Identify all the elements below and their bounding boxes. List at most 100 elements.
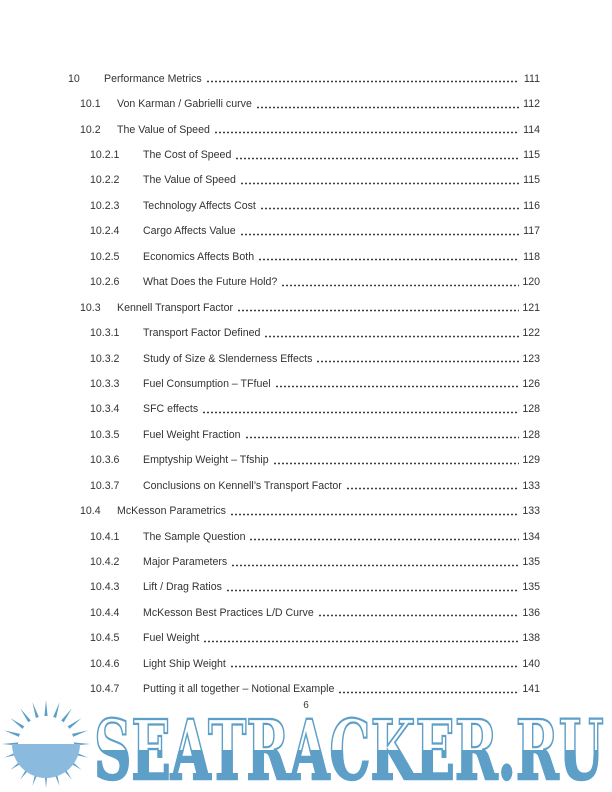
toc-section-number: 10.4 <box>80 505 101 518</box>
toc-page-number: 140 <box>522 657 540 670</box>
toc-row: 10.4 McKesson Parametrics 133 <box>0 498 612 523</box>
toc-section-number: 10.4.3 <box>90 581 120 594</box>
toc-leader-dots <box>213 131 519 135</box>
toc-row: 10.2.5 Economics Affects Both 118 <box>0 244 612 269</box>
toc-row: 10.4.5 Fuel Weight 138 <box>0 626 612 651</box>
toc-section-number: 10.4.5 <box>90 632 120 645</box>
toc-page-number: 115 <box>523 149 540 162</box>
toc-section-number: 10.3.1 <box>90 327 120 340</box>
toc-section-number: 10.4.4 <box>90 606 120 619</box>
toc-section-number: 10.3.7 <box>90 479 120 492</box>
toc-page-number: 135 <box>522 581 540 594</box>
toc-section-number: 10.3.2 <box>90 352 120 365</box>
toc-page-number: 123 <box>522 352 540 365</box>
toc-page-number: 112 <box>523 98 540 111</box>
toc-entry-title: Fuel Weight <box>143 632 200 645</box>
toc-entry-title: Emptyship Weight – Tfship <box>143 454 269 467</box>
toc-entry-title: Von Karman / Gabrielli curve <box>117 98 252 111</box>
toc-row: 10.4.3 Lift / Drag Ratios 135 <box>0 575 612 600</box>
toc-row: 10.3.7 Conclusions on Kennell’s Transpor… <box>0 473 612 498</box>
toc-page-number: 135 <box>522 556 540 569</box>
toc-section-number: 10.2 <box>80 123 101 136</box>
toc-page-number: 133 <box>522 505 540 518</box>
toc-entry-title: Kennell Transport Factor <box>117 301 233 314</box>
toc-entry-title: Fuel Weight Fraction <box>143 428 241 441</box>
toc-section-number: 10.3 <box>80 301 101 314</box>
toc-entry-title: The Value of Speed <box>117 123 210 136</box>
toc-section-number: 10.2.3 <box>90 199 120 212</box>
toc-row: 10.1 Von Karman / Gabrielli curve 112 <box>0 91 612 116</box>
toc-section-number: 10.2.1 <box>90 149 120 162</box>
toc-entry-title: Cargo Affects Value <box>143 225 236 238</box>
toc-section-number: 10.2.5 <box>90 250 120 263</box>
toc-leader-dots <box>239 181 519 185</box>
toc-leader-dots <box>237 309 519 313</box>
toc-leader-dots <box>316 360 519 364</box>
toc-section-number: 10.3.5 <box>90 428 120 441</box>
toc-section-number: 10.4.1 <box>90 530 120 543</box>
toc-row: 10.2.3 Technology Affects Cost 116 <box>0 193 612 218</box>
toc-leader-dots <box>202 410 519 414</box>
toc-page-number: 134 <box>522 530 540 543</box>
toc-section-number: 10.2.2 <box>90 174 120 187</box>
toc-page-number: 128 <box>522 428 540 441</box>
toc-page-number: 129 <box>522 454 540 467</box>
toc-section-number: 10.1 <box>80 98 101 111</box>
toc-page-number: 133 <box>522 479 540 492</box>
toc-leader-dots <box>205 80 519 84</box>
toc-leader-dots <box>225 588 519 592</box>
toc-entry-title: Lift / Drag Ratios <box>143 581 222 594</box>
toc-leader-dots <box>338 690 519 694</box>
toc-leader-dots <box>274 385 519 389</box>
toc-row: 10.2.4 Cargo Affects Value 117 <box>0 219 612 244</box>
toc-leader-dots <box>255 105 519 109</box>
toc-entry-title: The Cost of Speed <box>143 149 232 162</box>
toc-leader-dots <box>231 563 519 567</box>
toc-row: 10.4.2 Major Parameters 135 <box>0 549 612 574</box>
toc-leader-dots <box>249 538 519 542</box>
toc-row: 10.4.4 McKesson Best Practices L/D Curve… <box>0 600 612 625</box>
toc-leader-dots <box>203 639 519 643</box>
toc-leader-dots <box>317 614 519 618</box>
toc-page-number: 120 <box>522 276 540 289</box>
toc-row: 10.3 Kennell Transport Factor 121 <box>0 295 612 320</box>
toc-section-number: 10.3.4 <box>90 403 120 416</box>
toc-entry-title: Transport Factor Defined <box>143 327 261 340</box>
toc-leader-dots <box>264 334 519 338</box>
toc-section-number: 10 <box>68 72 80 85</box>
toc-row: 10.3.2 Study of Size & Slenderness Effec… <box>0 346 612 371</box>
toc-entry-title: Study of Size & Slenderness Effects <box>143 352 313 365</box>
toc-row: 10.4.7 Putting it all together – Notiona… <box>0 677 612 702</box>
toc-page-number: 138 <box>522 632 540 645</box>
toc-row: 10.3.6 Emptyship Weight – Tfship 129 <box>0 448 612 473</box>
toc-row: 10.2.6 What Does the Future Hold? 120 <box>0 270 612 295</box>
toc-leader-dots <box>272 461 519 465</box>
toc-page-number: 128 <box>522 403 540 416</box>
toc-entry-title: McKesson Best Practices L/D Curve <box>143 606 314 619</box>
toc-page-number: 115 <box>523 174 540 187</box>
toc-entry-title: Major Parameters <box>143 556 228 569</box>
toc-leader-dots <box>229 512 519 516</box>
toc-page-number: 126 <box>522 377 540 390</box>
sun-over-sea-icon <box>2 700 90 788</box>
toc-leader-dots <box>345 487 519 491</box>
toc-page-number: 118 <box>523 250 540 263</box>
toc-row: 10.2.2 The Value of Speed 115 <box>0 168 612 193</box>
toc-page-number: 122 <box>522 327 540 340</box>
toc-section-number: 10.4.7 <box>90 683 120 696</box>
toc-row: 10.2.1 The Cost of Speed 115 <box>0 142 612 167</box>
toc-leader-dots <box>235 156 519 160</box>
toc-row: 10.3.3 Fuel Consumption – TFfuel 126 <box>0 371 612 396</box>
toc-entry-title: Light Ship Weight <box>143 657 226 670</box>
toc-entry-title: What Does the Future Hold? <box>143 276 278 289</box>
toc-entry-title: SFC effects <box>143 403 199 416</box>
watermark-text-fill: SEATRACKER.RU <box>94 703 604 792</box>
toc-entry-title: Putting it all together – Notional Examp… <box>143 683 335 696</box>
toc-leader-dots <box>259 207 519 211</box>
watermark-text-outline: SEATRACKER.RU <box>93 703 604 792</box>
toc-leader-dots <box>244 436 519 440</box>
toc-page-number: 116 <box>523 199 540 212</box>
toc-leader-dots <box>239 232 519 236</box>
toc-section-number: 10.2.6 <box>90 276 120 289</box>
